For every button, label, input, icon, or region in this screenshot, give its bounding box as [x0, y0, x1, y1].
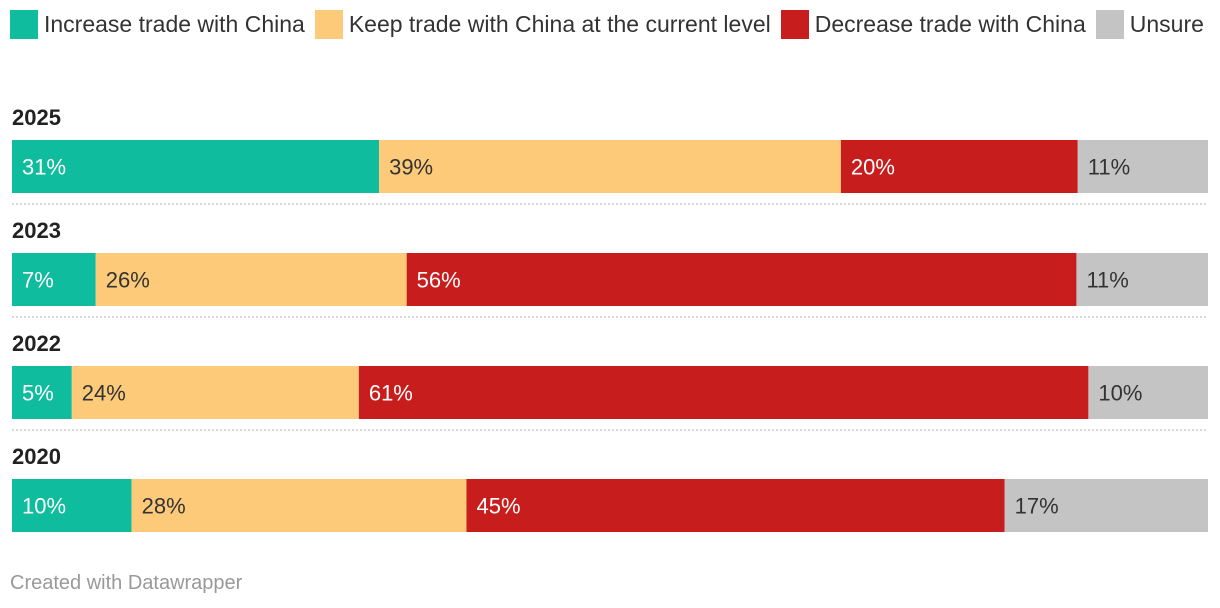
- legend: Increase trade with China Keep trade with…: [10, 10, 1210, 39]
- bar-2022-increase-trade-with-china: [12, 366, 72, 419]
- bar-label-2025-unsure: 11%: [1088, 155, 1130, 180]
- legend-swatch: [1095, 10, 1124, 39]
- bar-label-2020-unsure: 17%: [1015, 494, 1059, 519]
- bar-2023-unsure: [1076, 253, 1208, 306]
- year-label-2020: 2020: [12, 444, 61, 469]
- bar-2020-unsure: [1004, 479, 1208, 532]
- legend-swatch: [314, 10, 343, 39]
- bar-label-2022-increase-trade-with-china: 5%: [22, 381, 54, 406]
- bar-label-2022-keep-trade-with-china-at-the-current-level: 24%: [82, 381, 126, 406]
- legend-swatch: [780, 10, 809, 39]
- footer-credit: Created with Datawrapper: [10, 572, 243, 594]
- bar-label-2020-decrease-trade-with-china: 45%: [476, 494, 520, 519]
- year-label-2022: 2022: [12, 331, 61, 356]
- legend-label: Unsure: [1129, 11, 1204, 37]
- bar-2025-increase-trade-with-china: [12, 140, 380, 193]
- bar-2022-keep-trade-with-china-at-the-current-level: [71, 366, 359, 419]
- bar-label-2023-keep-trade-with-china-at-the-current-level: 26%: [106, 268, 150, 293]
- bar-label-2023-increase-trade-with-china: 7%: [22, 268, 54, 293]
- legend-item-keep-trade-with-china-at-the-current-level: Keep trade with China at the current lev…: [314, 10, 771, 39]
- bar-label-2025-keep-trade-with-china-at-the-current-level: 39%: [389, 155, 433, 180]
- bar-2022-unsure: [1088, 366, 1208, 419]
- legend-label: Decrease trade with China: [814, 11, 1086, 37]
- bar-2023-decrease-trade-with-china: [406, 253, 1077, 306]
- legend-swatch: [10, 10, 38, 39]
- bar-2025-decrease-trade-with-china: [840, 140, 1078, 193]
- bar-label-2020-keep-trade-with-china-at-the-current-level: 28%: [142, 494, 186, 519]
- bar-label-2022-decrease-trade-with-china: 61%: [369, 381, 413, 406]
- year-label-2023: 2023: [12, 218, 61, 243]
- bar-2020-increase-trade-with-china: [12, 479, 132, 532]
- bar-label-2025-increase-trade-with-china: 31%: [22, 155, 66, 180]
- legend-item-increase-trade-with-china: Increase trade with China: [10, 10, 305, 39]
- legend-item-unsure: Unsure: [1095, 10, 1204, 39]
- bar-2020-keep-trade-with-china-at-the-current-level: [131, 479, 467, 532]
- bar-label-2023-decrease-trade-with-china: 56%: [417, 268, 461, 293]
- legend-label: Keep trade with China at the current lev…: [348, 11, 771, 37]
- legend-label: Increase trade with China: [44, 11, 305, 37]
- legend-item-decrease-trade-with-china: Decrease trade with China: [780, 10, 1086, 39]
- bar-label-2020-increase-trade-with-china: 10%: [22, 494, 66, 519]
- bar-2025-unsure: [1077, 140, 1208, 193]
- bar-label-2022-unsure: 10%: [1098, 381, 1142, 406]
- bar-2023-keep-trade-with-china-at-the-current-level: [95, 253, 407, 306]
- stacked-bar-chart: 2025 31% 39% 20% 11% 2023 7% 26% 56% 11% 2022 5% 24%…: [12, 105, 1208, 532]
- bar-2020-decrease-trade-with-china: [466, 479, 1005, 532]
- year-label-2025: 2025: [12, 105, 61, 130]
- bar-2025-keep-trade-with-china-at-the-current-level: [379, 140, 841, 193]
- bar-label-2025-decrease-trade-with-china: 20%: [851, 155, 895, 180]
- bar-2023-increase-trade-with-china: [12, 253, 96, 306]
- bar-2022-decrease-trade-with-china: [358, 366, 1089, 419]
- bar-label-2023-unsure: 11%: [1086, 268, 1128, 293]
